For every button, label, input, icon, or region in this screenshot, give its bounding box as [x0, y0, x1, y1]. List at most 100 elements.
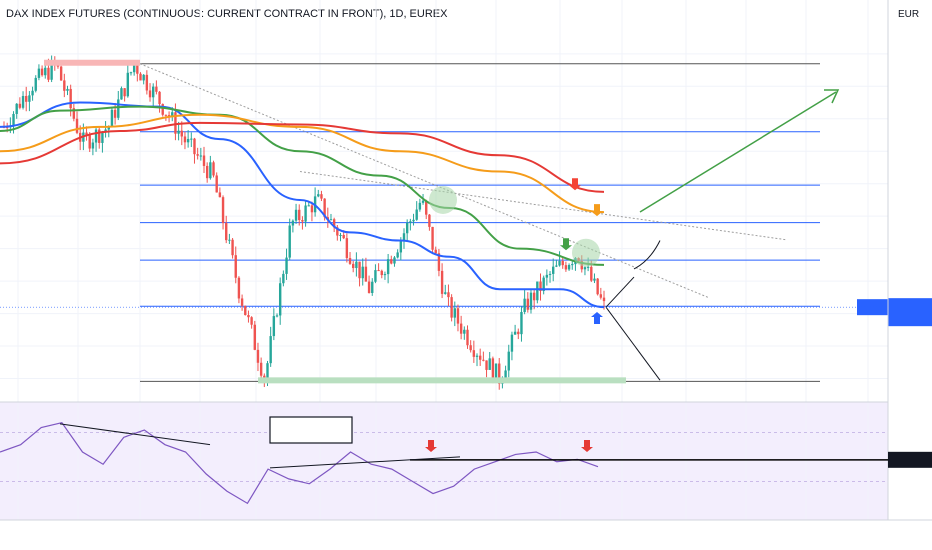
candle-body [548, 273, 552, 275]
candle-body [383, 274, 387, 276]
candle-body [323, 198, 326, 218]
rsi-pane [0, 401, 932, 505]
candle-body [145, 74, 149, 91]
candle-body [469, 345, 472, 351]
candle-body [507, 351, 510, 371]
candle-body [456, 308, 460, 324]
candle-body [431, 226, 434, 250]
proj-arrow-up-2 [633, 240, 661, 270]
candle-body [339, 234, 342, 236]
candle-body [602, 297, 606, 302]
candle-body [301, 220, 304, 222]
double-top-band [44, 59, 140, 66]
candle-body [374, 270, 377, 282]
candle-body [532, 292, 536, 301]
candle-body [142, 74, 145, 81]
ma-line-1d-ma100 [0, 105, 605, 266]
candle-body [440, 270, 444, 294]
candle-body [85, 132, 88, 136]
candle-body [285, 257, 288, 274]
candle-body [307, 205, 310, 207]
candle-body [212, 162, 215, 176]
candle-body [475, 355, 479, 357]
candle-body [193, 138, 196, 155]
rsi-red-arrow [425, 440, 437, 452]
candle-body [542, 277, 545, 291]
candle-body [59, 66, 63, 81]
candle-body [539, 281, 542, 291]
rsi-red-arrow [581, 440, 593, 452]
moving-averages [0, 101, 605, 309]
candle-body [266, 363, 269, 380]
candle-body [485, 360, 488, 370]
candle-body [240, 298, 244, 306]
candle-body [380, 270, 383, 276]
candle-body [364, 266, 368, 282]
ma-line-1d-ma50 [0, 101, 605, 309]
candle-body [31, 90, 34, 96]
touch-circle-aug [572, 238, 600, 267]
candle-body [69, 88, 72, 109]
candle-body [171, 112, 174, 118]
proj-arrow-down [605, 306, 661, 381]
bullish-arrow-line [639, 91, 837, 213]
candle-body [348, 258, 352, 264]
candle-body [345, 238, 349, 259]
candle-body [94, 129, 98, 143]
candle-body [590, 266, 593, 281]
candle-body [358, 261, 361, 279]
candle-body [367, 281, 371, 293]
candle-body [294, 209, 298, 221]
candle-body [205, 165, 209, 179]
candle-body [161, 104, 164, 115]
arrow-1d-ma100 [560, 238, 572, 251]
candle-body [498, 363, 501, 384]
rsi-lower-high-line [59, 423, 211, 446]
candle-body [504, 370, 507, 379]
candle-body [453, 308, 456, 318]
candle-body [186, 138, 190, 143]
candle-body [244, 305, 247, 316]
candle-body [390, 259, 393, 264]
candle-body [450, 297, 453, 318]
ma-line-1d-ma200 [0, 113, 605, 214]
candle-body [586, 266, 590, 268]
candle-body [209, 162, 212, 179]
candle-body [545, 274, 549, 278]
candle-body [599, 294, 603, 298]
candle-body [352, 263, 355, 269]
proj-arrow-up-1 [605, 276, 635, 308]
candle-body [434, 249, 437, 254]
candle-body [329, 219, 333, 221]
candle-body [526, 298, 530, 310]
candle-body [523, 298, 526, 312]
candle-body [488, 358, 491, 370]
candle-body [164, 114, 168, 116]
candle-body [132, 64, 136, 73]
candle-body [75, 118, 79, 133]
candle-body [129, 72, 133, 74]
candle-body [444, 292, 447, 294]
candle-body [421, 200, 425, 203]
candle-body [98, 129, 101, 143]
candle-body [21, 95, 25, 108]
candle-body [237, 277, 241, 299]
candle-body [510, 334, 514, 352]
candle-body [567, 265, 571, 270]
arrow-1w-ma50 [569, 178, 581, 191]
candle-body [310, 205, 314, 213]
candle-body [583, 267, 587, 270]
candle-body [536, 281, 539, 301]
candle-body [91, 142, 95, 149]
candle-body [552, 266, 555, 274]
candle-body [247, 315, 250, 318]
candle-body [221, 197, 225, 224]
candle-body [425, 200, 428, 215]
rsi-higher-highs-line [269, 456, 461, 469]
candle-body [47, 67, 50, 80]
candle-body [393, 257, 396, 264]
candle-body [482, 359, 485, 361]
candle-body [139, 73, 142, 81]
chart-title: DAX INDEX FUTURES (CONTINUOUS: CURRENT C… [6, 8, 448, 20]
candle-body [12, 113, 15, 126]
